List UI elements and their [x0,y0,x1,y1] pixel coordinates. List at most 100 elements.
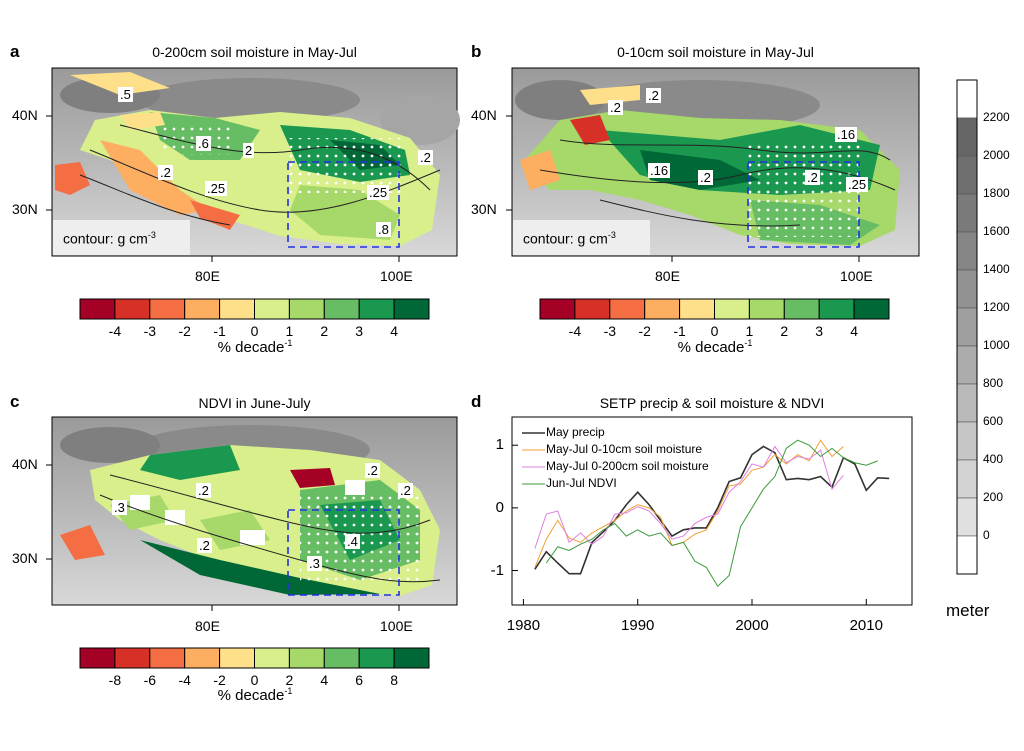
contour-label: .3 [307,556,322,571]
xtick-c-100e: 100E [380,618,413,634]
map-tick-marks [46,115,860,611]
elevation-tick: 1200 [983,300,1010,314]
elevation-tick: 600 [983,414,1004,428]
colorbar-c-tick: -2 [213,672,226,688]
panel-letter-b: b [471,42,482,61]
colorbar-b-tick: -2 [638,323,651,339]
xtick-a-100e: 100E [380,268,413,284]
y-tick-label: 0 [495,498,504,516]
contour-label: .6 [196,136,211,151]
colorbar-a-tick: 1 [285,323,294,339]
colorbar-a-tick: 3 [355,323,364,339]
contour-label: .2 [805,170,820,185]
contour-label: .5 [118,87,133,102]
ytick-b-40n: 40N [471,107,497,123]
ytick-c-30n: 30N [12,550,38,566]
contour-label: .8 [376,222,391,237]
contour-label: .16 [648,163,671,178]
contour-label: .25 [846,177,869,192]
legend-entry: May-Jul 0-10cm soil moisture [546,442,703,456]
elevation-tick: 1600 [983,224,1010,238]
x-tick-label: 2010 [849,617,883,634]
colorbar-b-tick: 2 [780,323,789,339]
contour-label: .2 [197,538,212,553]
contour-label: .25 [367,185,390,200]
colorbar-c-tick: 0 [250,672,259,688]
plot-frame [511,416,913,606]
contour-label: .2 [608,100,623,115]
contour-label: .2 [398,483,413,498]
x-tick-label: 1990 [621,617,655,634]
contour-label: .2 [646,88,661,103]
contour-label: .3 [112,500,127,515]
colorbar-b-tick: 3 [815,323,824,339]
ytick-b-30n: 30N [471,201,497,217]
elevation-tick: 2000 [983,148,1010,162]
colorbar-c-tick: 8 [390,672,398,688]
contour-label: .2 [698,170,713,185]
colorbar-c-tick: -8 [108,672,122,688]
colorbar-a-tick: -1 [213,323,226,339]
legend-entry: May-Jul 0-200cm soil moisture [546,459,709,473]
elevation-tick: 1800 [983,186,1010,200]
xtick-c-80e: 80E [195,618,220,634]
colorbar-c-tick: -6 [143,672,157,688]
x-tick-label: 1980 [506,617,541,634]
y-tick-label: 1 [495,436,504,454]
colorbar-b-tick: 4 [850,323,858,339]
y-tick-label: -1 [490,561,504,579]
contour-label: 2 [243,143,255,158]
colorbar-b-swatch [853,298,890,320]
elevation-tick: 400 [983,452,1004,466]
contour-unit-b: contour: g cm-3 [523,230,616,247]
contour-label: .2 [418,150,433,165]
colorbar-b-tick: 1 [745,323,754,339]
series-line [534,445,890,575]
panel-letter-d: d [471,392,482,411]
ytick-a-40n: 40N [12,107,38,123]
ytick-c-40n: 40N [12,456,38,472]
xtick-b-100e: 100E [840,268,873,284]
contour-label: .4 [345,534,360,549]
contour-label: .25 [205,181,228,196]
colorbar-a-tick: -2 [178,323,191,339]
colorbar-a-tick: -3 [143,323,157,339]
contour-label: .2 [196,483,211,498]
panel-title-c: NDVI in June-July [198,395,311,411]
map-a [51,67,460,257]
elevation-tick: 200 [983,490,1004,504]
series-line [534,445,844,549]
colorbar-a-tick: 2 [320,323,329,339]
colorbar-c-tick: 4 [320,672,329,688]
contour-unit-a: contour: g cm-3 [63,230,156,247]
colorbar-a-unit: % decade-1 [217,338,293,356]
colorbar-a-swatch [393,298,430,320]
elevation-tick: 1400 [983,262,1010,276]
xtick-a-80e: 80E [195,268,220,284]
colorbar-c-tick: -4 [178,672,191,688]
colorbar-b-unit: % decade-1 [677,338,753,356]
elevation-tick: 2200 [983,110,1010,124]
colorbar-a-tick: 0 [250,323,259,339]
colorbar-c-swatch [393,647,430,669]
map-b [511,67,920,257]
colorbar-c-unit: % decade-1 [217,686,293,704]
line-chart-title: SETP precip & soil moisture & NDVI [599,395,825,411]
panel-letter-c: c [10,392,20,411]
contour-label: .2 [158,165,173,180]
colorbar-b-tick: 0 [710,323,719,339]
legend-entry: May precip [546,425,605,439]
panel-title-b: 0-10cm soil moisture in May-Jul [617,44,814,60]
panel-title-a: 0-200cm soil moisture in May-Jul [152,44,357,60]
legend-entry: Jun-Jul NDVI [546,476,617,490]
panel-letter-a: a [10,42,20,61]
colorbar-c-tick: 6 [355,672,364,688]
series-line [545,439,878,587]
colorbar-b-tick: -3 [603,323,617,339]
colorbar-b-tick: -1 [673,323,686,339]
elevation-tick: 800 [983,376,1004,390]
